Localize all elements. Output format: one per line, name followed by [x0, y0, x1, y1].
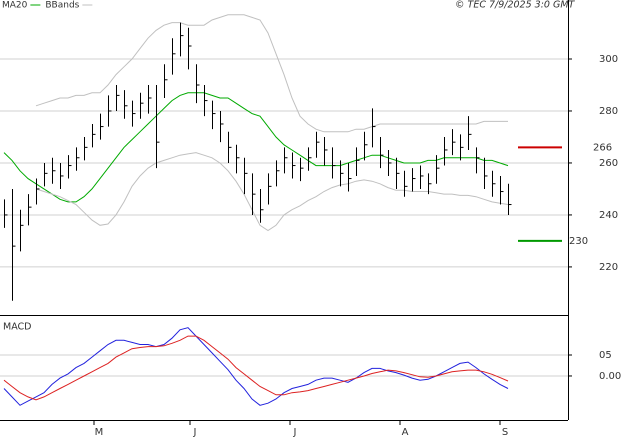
- level-label: 230: [569, 236, 588, 247]
- x-tick-label: S: [502, 427, 508, 438]
- x-tick-label: A: [402, 427, 409, 438]
- macd-line: [3, 327, 509, 406]
- x-tick-label: J: [293, 427, 297, 438]
- x-tick-label: M: [95, 427, 104, 438]
- credit: © TEC 7/9/2025 3:0 GMT: [455, 0, 576, 11]
- y-tick-label: 260: [599, 158, 618, 169]
- y-tick-label: 220: [599, 262, 618, 273]
- y-tick-label: 240: [599, 210, 618, 221]
- y-tick-label: 0.00: [599, 371, 621, 382]
- macd-title: MACD: [3, 322, 31, 333]
- ma-line: [3, 92, 509, 203]
- y-tick-label: 300: [599, 54, 618, 65]
- band-lower: [35, 152, 509, 232]
- band-upper: [35, 14, 508, 133]
- level-label: 266: [593, 142, 612, 153]
- y-tick-label: 280: [599, 106, 618, 117]
- x-tick-label: J: [193, 427, 197, 438]
- macd-line: [3, 335, 509, 401]
- legend-label: MA20: [2, 1, 28, 11]
- legend-label: BBands: [45, 1, 79, 11]
- y-tick-label: 05: [599, 350, 612, 361]
